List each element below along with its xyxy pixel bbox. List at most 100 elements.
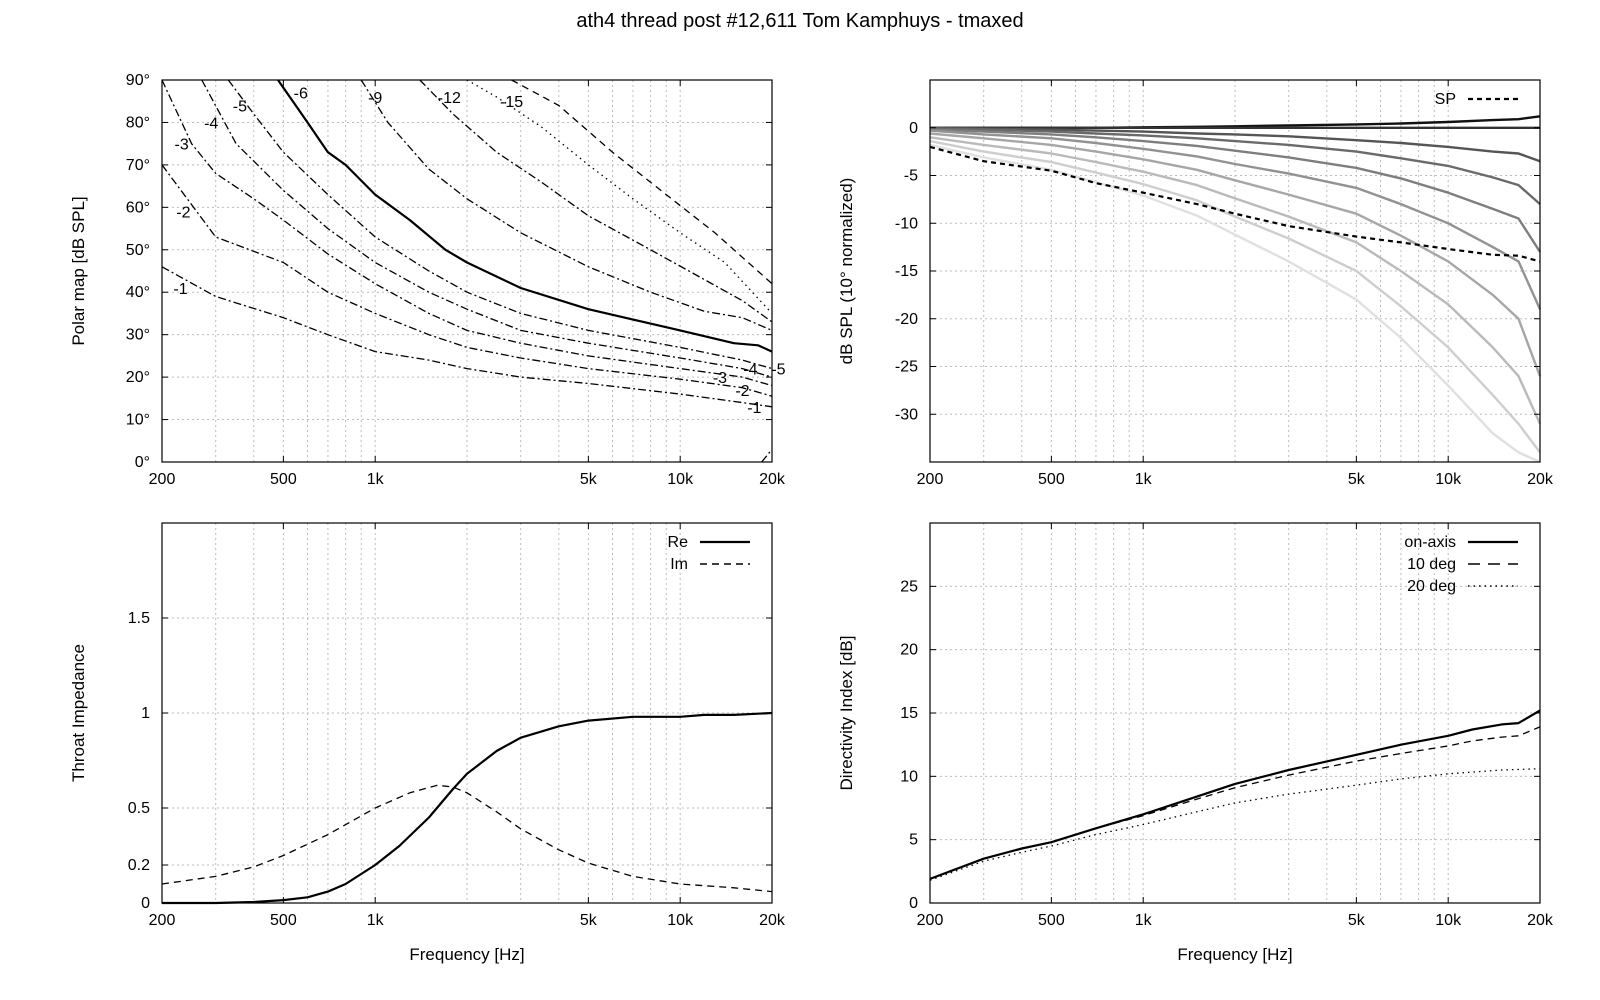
contour-label: -2 <box>735 383 749 400</box>
contour-label: -5 <box>233 98 247 115</box>
y-tick-label: -30 <box>895 406 918 423</box>
y-tick-label: -15 <box>895 263 918 280</box>
contour-label: -1 <box>173 281 187 298</box>
y-tick-label: 70° <box>126 157 150 174</box>
contour-label: -3 <box>175 137 189 154</box>
legend-label: Im <box>670 556 688 573</box>
spl-chart: 200 500 1k 5k 10k 20k -30 -25 -20 -15 -10 -5 0 dB SPL… <box>837 79 1554 488</box>
contour-label: -3 <box>713 370 727 387</box>
series-line <box>929 726 1541 880</box>
series-line <box>761 448 773 463</box>
x-tick-label: 500 <box>270 912 297 929</box>
x-axis-label: Frequency [Hz] <box>409 945 524 964</box>
series-line <box>929 136 1542 425</box>
y-axis-label: Directivity Index [dB] <box>837 636 856 791</box>
x-axis-label: Frequency [Hz] <box>1177 945 1292 964</box>
y-axis-label: Polar map [dB SPL] <box>69 196 88 345</box>
x-tick-label: 1k <box>1135 912 1153 929</box>
x-tick-label: 1k <box>1135 471 1153 488</box>
x-tick-label: 20k <box>759 471 786 488</box>
y-tick-label: 20 <box>900 642 918 659</box>
series-line <box>161 164 773 397</box>
x-tick-label: 200 <box>149 912 176 929</box>
x-tick-label: 200 <box>917 471 944 488</box>
x-tick-label: 10k <box>1435 912 1462 929</box>
y-tick-label: 80° <box>126 114 150 131</box>
series-line <box>360 79 773 331</box>
x-tick-label: 500 <box>1038 471 1065 488</box>
y-tick-label: 15 <box>900 705 918 722</box>
y-axis-label: dB SPL (10° normalized) <box>837 178 856 365</box>
legend-label: 10 deg <box>1407 556 1456 573</box>
series-line <box>929 132 1542 377</box>
y-tick-label: 40° <box>126 284 150 301</box>
x-tick-label: 10k <box>1435 471 1462 488</box>
y-tick-label: 10 <box>900 768 918 785</box>
y-tick-label: 25 <box>900 578 918 595</box>
series-line <box>419 79 773 323</box>
x-tick-label: 200 <box>149 471 176 488</box>
y-tick-label: -25 <box>895 359 918 376</box>
y-tick-label: 1.5 <box>128 610 150 627</box>
series-line <box>162 711 773 905</box>
contour-label: -9 <box>368 90 382 107</box>
series-line <box>466 79 773 314</box>
series-line <box>161 784 773 893</box>
series-line <box>929 129 1542 310</box>
legend-label: on-axis <box>1404 534 1456 551</box>
y-tick-label: 60° <box>126 199 150 216</box>
x-tick-label: 10k <box>667 912 694 929</box>
x-tick-label: 5k <box>580 912 598 929</box>
contour-label: -1 <box>747 400 761 417</box>
legend-label: 20 deg <box>1407 578 1456 595</box>
x-tick-label: 20k <box>1527 912 1554 929</box>
series-line <box>161 79 773 387</box>
x-tick-label: 20k <box>759 912 786 929</box>
x-tick-label: 1k <box>367 471 385 488</box>
y-tick-label: 30° <box>126 327 150 344</box>
series-line <box>929 139 1541 454</box>
contour-label: -4 <box>204 115 218 132</box>
series-line <box>227 79 773 370</box>
figure-title: ath4 thread post #12,611 Tom Kamphuys - … <box>576 10 1023 32</box>
contour-label: -2 <box>176 205 190 222</box>
x-tick-label: 5k <box>580 471 598 488</box>
directivity-chart: 200 500 1k 5k 10k 20k 0 5 10 15 20 25 Frequency [Hz]… <box>837 522 1554 964</box>
series-line <box>929 128 1542 253</box>
y-tick-label: 5 <box>909 832 918 849</box>
series-line <box>201 79 773 378</box>
contour-label: -4 <box>743 362 757 379</box>
contour-label: -5 <box>771 362 785 379</box>
y-tick-label: -5 <box>904 168 918 185</box>
contour-label: -6 <box>294 86 308 103</box>
series-line <box>511 79 773 285</box>
y-tick-label: 10° <box>126 412 150 429</box>
y-tick-label: -20 <box>895 311 918 328</box>
y-tick-label: 20° <box>126 369 150 386</box>
y-tick-label: -10 <box>895 215 918 232</box>
x-tick-label: 200 <box>917 912 944 929</box>
y-axis-label: Throat Impedance <box>69 644 88 782</box>
y-tick-label: 90° <box>126 72 150 89</box>
y-tick-label: 0.5 <box>128 800 150 817</box>
series-line <box>929 127 1541 205</box>
series-line <box>277 79 773 353</box>
x-tick-label: 1k <box>367 912 385 929</box>
legend-label: SP <box>1435 91 1456 108</box>
series-line <box>929 143 1541 464</box>
series-line <box>929 126 1541 163</box>
y-tick-label: 0° <box>135 454 150 471</box>
y-tick-label: 1 <box>141 705 150 722</box>
y-tick-label: 50° <box>126 242 150 259</box>
y-tick-label: 0 <box>909 895 918 912</box>
plot-frame <box>161 79 773 463</box>
series-line <box>161 266 773 408</box>
y-tick-label: 0.2 <box>128 857 150 874</box>
contour-label: -15 <box>500 94 523 111</box>
legend-label: Re <box>668 534 689 551</box>
y-tick-label: 0 <box>141 895 150 912</box>
x-tick-label: 500 <box>270 471 297 488</box>
x-tick-label: 500 <box>1038 912 1065 929</box>
impedance-chart: 200 500 1k 5k 10k 20k 0 0.2 0.5 1 1.5 Frequency [Hz… <box>69 522 786 964</box>
